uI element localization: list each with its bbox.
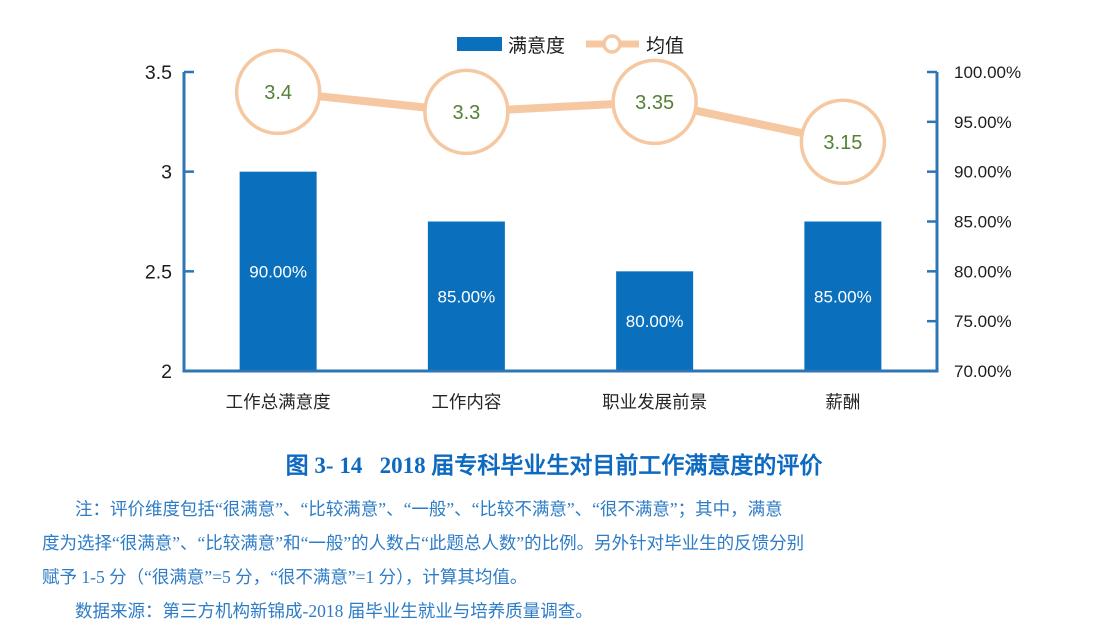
bar-3 [804,221,882,371]
category-label-2: 职业发展前景 [602,392,707,412]
left-axis-label-0: 3.5 [145,62,172,84]
legend-line-marker [602,34,622,54]
figure-notes: 注：评价维度包括“很满意”、“比较满意”、“一般”、“比较不满意”、“很不满意”… [42,492,1066,628]
category-label-0: 工作总满意度 [226,392,331,412]
bar-value-label-1: 85.00% [438,287,496,306]
right-axis-label-0: 100.00% [954,63,1021,82]
figure-caption: 图 3- 14 2018 届专科毕业生对目前工作满意度的评价 [285,453,823,478]
right-axis-label-6: 70.00% [954,362,1012,381]
bar-0 [239,171,317,371]
bar-2 [616,271,694,371]
mean-value-label-1: 3.3 [452,102,480,124]
category-label-1: 工作内容 [431,392,501,412]
right-axis-label-4: 80.00% [954,262,1012,281]
right-axis-label-1: 95.00% [954,113,1012,132]
note-line-3: 赋予 1-5 分（“很满意”=5 分，“很不满意”=1 分），计算其均值。 [42,567,528,587]
satisfaction-combo-chart: 90.00% 85.00% 80.00% 85.00% 3.5 3 2.5 2 100.00% 9… [145,34,1021,412]
mean-marker-3 [799,98,887,186]
mean-marker-0 [234,48,322,136]
right-axis-label-5: 75.00% [954,312,1012,331]
note-source-line: 数据来源：第三方机构新锦成-2018 届毕业生就业与培养质量调查。 [75,601,593,621]
left-axis-label-2: 2.5 [145,261,172,283]
left-axis-label-1: 3 [161,162,172,184]
bar-value-label-3: 85.00% [814,287,872,306]
bar-value-label-0: 90.00% [249,262,307,281]
mean-marker-1 [423,68,510,156]
bar-1 [427,221,505,371]
left-axis-label-3: 2 [161,361,172,383]
legend-bar-label: 满意度 [508,35,565,57]
mean-line [277,87,844,146]
mean-value-label-0: 3.4 [264,82,292,104]
legend-bar-swatch [457,37,502,51]
mean-value-label-2: 3.35 [635,92,674,114]
category-label-3: 薪酬 [825,392,860,412]
note-line-1: 注：评价维度包括“很满意”、“比较满意”、“一般”、“比较不满意”、“很不满意”… [75,499,783,519]
bar-value-label-2: 80.00% [626,312,684,331]
mean-marker-2 [611,58,698,146]
legend-line-label: 均值 [646,35,684,57]
mean-value-label-3: 3.15 [823,132,862,154]
right-axis-label-3: 85.00% [954,213,1012,232]
note-line-2: 度为选择“很满意”、“比较满意”和“一般”的人数占“此题总人数”的比例。另外针对… [42,533,805,553]
right-axis-label-2: 90.00% [954,163,1012,182]
